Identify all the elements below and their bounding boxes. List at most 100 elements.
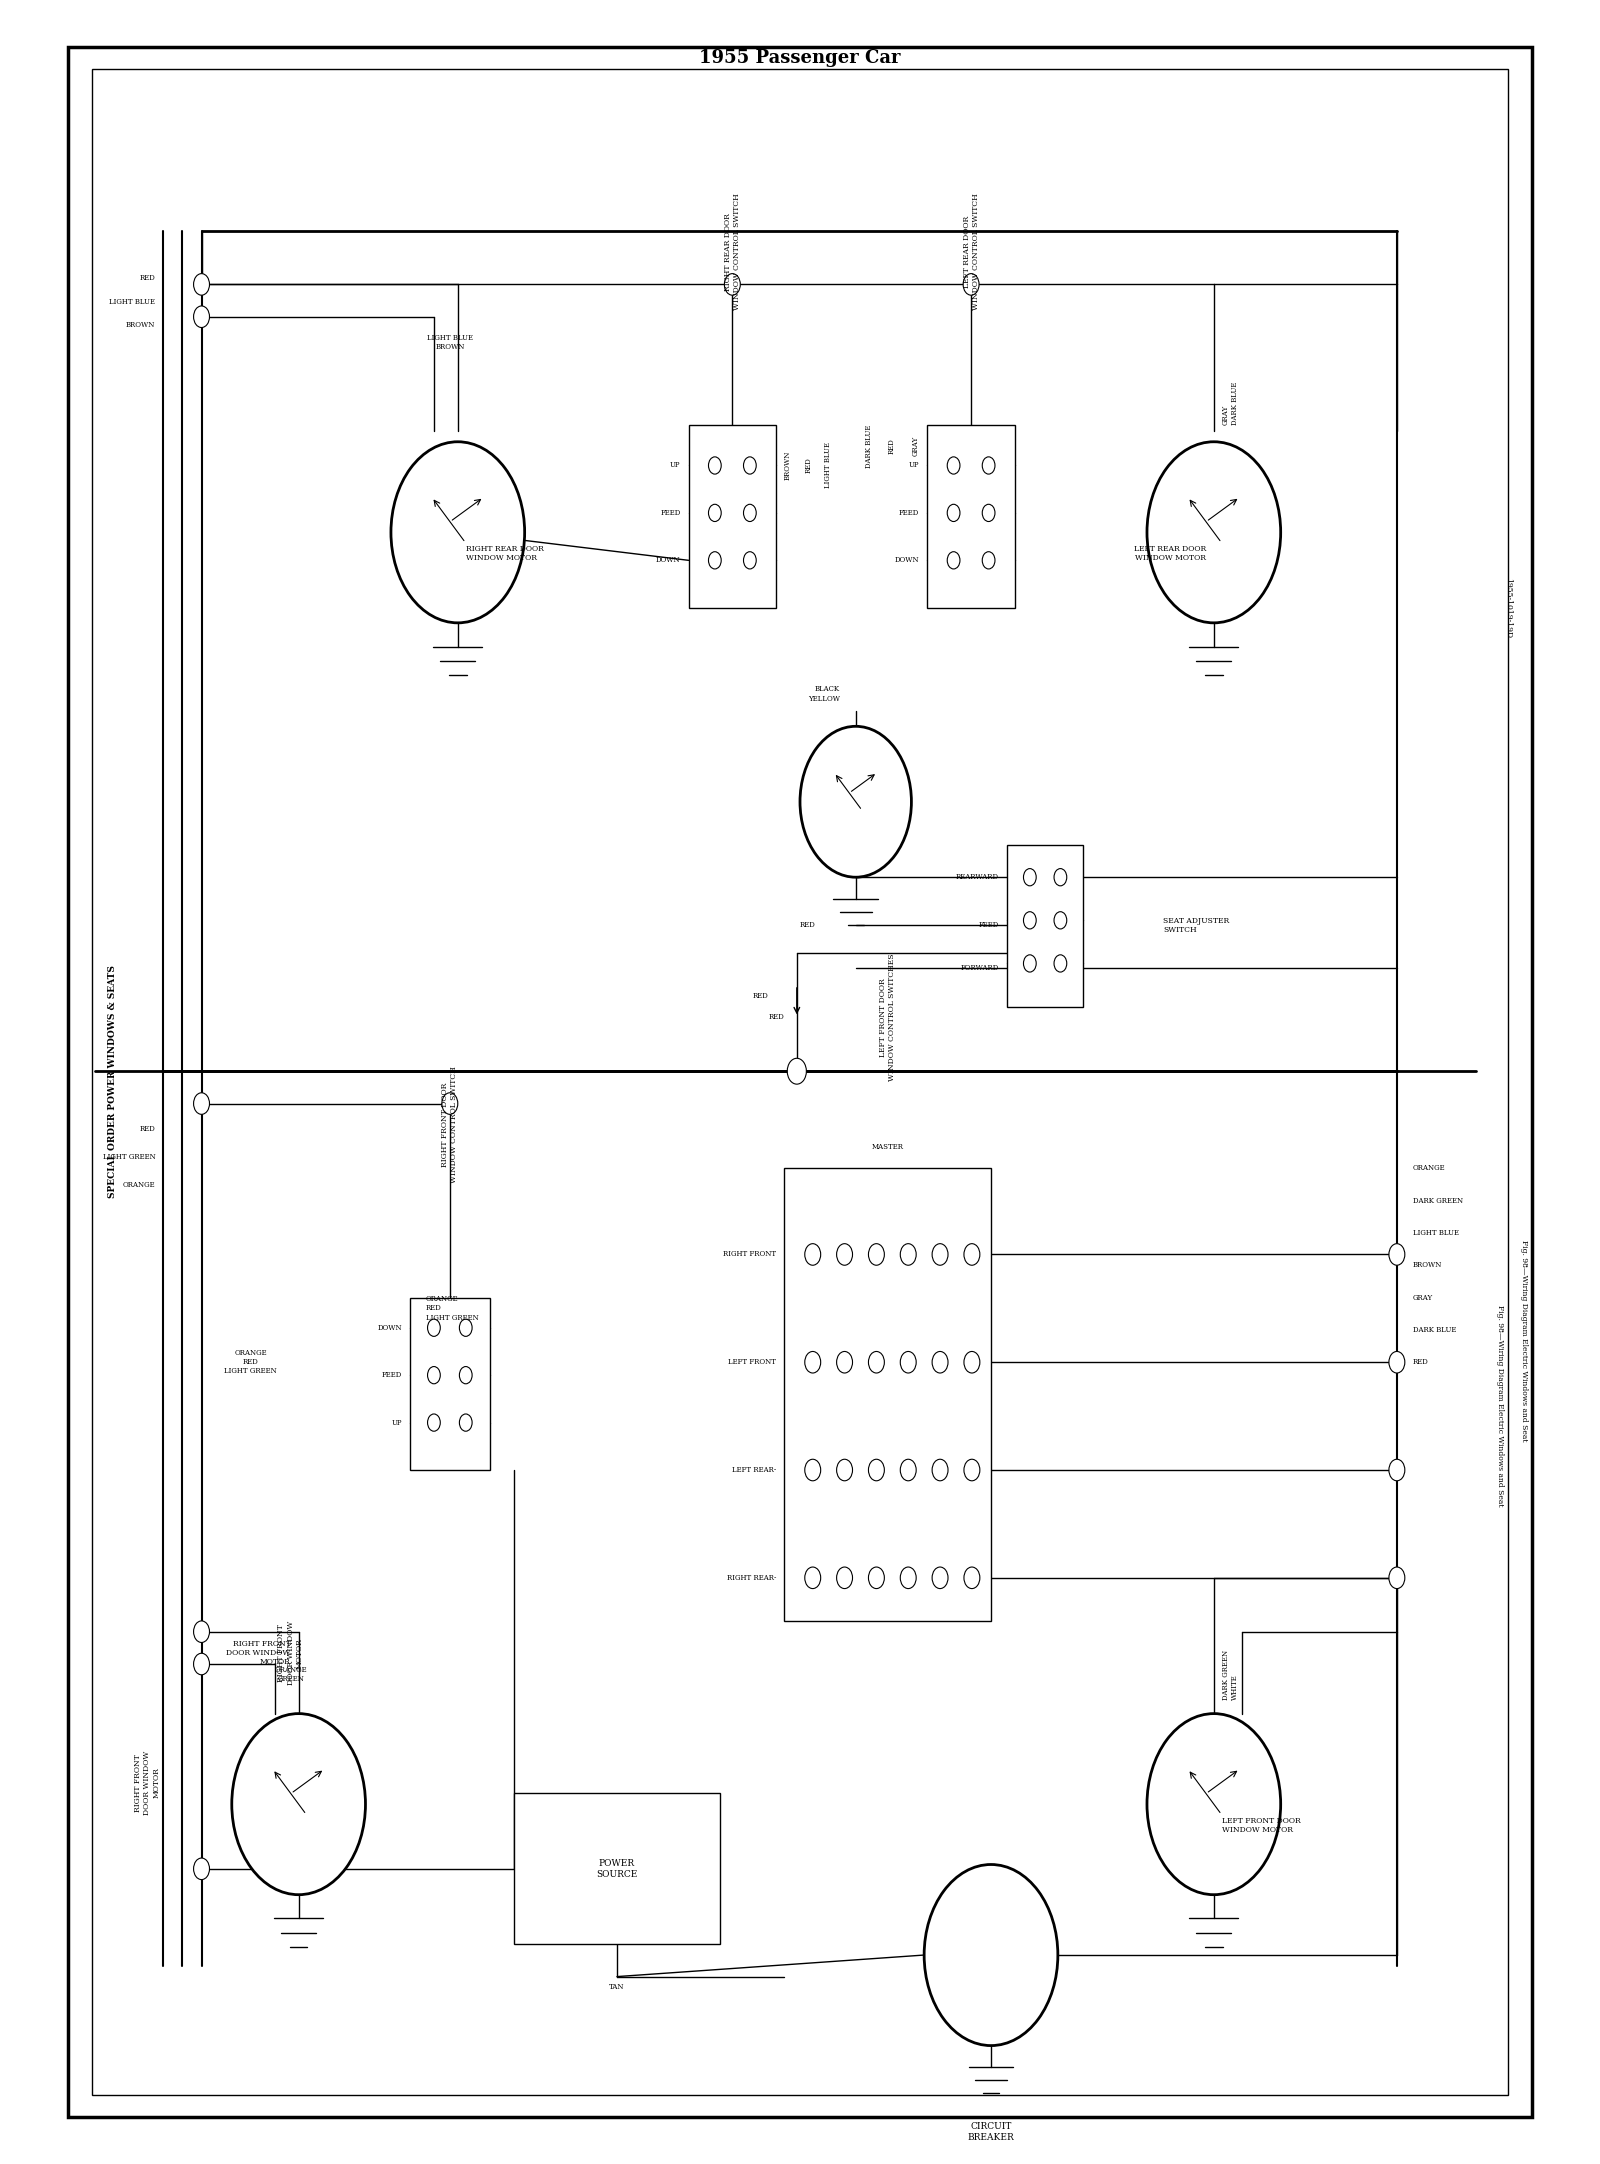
Circle shape <box>194 1621 210 1642</box>
Circle shape <box>194 1859 210 1881</box>
Bar <box>784 1169 990 1621</box>
Circle shape <box>1389 1352 1405 1372</box>
Text: RED: RED <box>768 1013 784 1021</box>
Text: DARK BLUE: DARK BLUE <box>866 424 874 467</box>
Text: BROWN: BROWN <box>126 322 155 329</box>
Circle shape <box>982 552 995 569</box>
Text: MASTER: MASTER <box>872 1143 904 1151</box>
Circle shape <box>963 273 979 294</box>
Text: SEAT ADJUSTER
SWITCH: SEAT ADJUSTER SWITCH <box>1163 918 1229 935</box>
Circle shape <box>947 504 960 522</box>
Circle shape <box>933 1459 949 1480</box>
Circle shape <box>800 727 912 876</box>
Circle shape <box>709 552 722 569</box>
Text: LIGHT BLUE: LIGHT BLUE <box>824 441 832 489</box>
Circle shape <box>1147 441 1280 623</box>
Circle shape <box>194 1093 210 1114</box>
Text: UP: UP <box>670 461 680 470</box>
Text: LEFT FRONT DOOR
WINDOW MOTOR: LEFT FRONT DOOR WINDOW MOTOR <box>1222 1818 1301 1835</box>
Circle shape <box>459 1365 472 1383</box>
Circle shape <box>427 1320 440 1337</box>
Text: RED: RED <box>1413 1359 1429 1365</box>
Circle shape <box>963 1459 979 1480</box>
Circle shape <box>901 1244 917 1266</box>
Text: LEFT REAR DOOR
WINDOW CONTROL SWITCH: LEFT REAR DOOR WINDOW CONTROL SWITCH <box>963 195 979 309</box>
Circle shape <box>1054 954 1067 972</box>
Text: RIGHT FRONT
DOOR WINDOW
MOTOR: RIGHT FRONT DOOR WINDOW MOTOR <box>227 1640 291 1666</box>
Circle shape <box>805 1567 821 1588</box>
Circle shape <box>837 1567 853 1588</box>
Text: SPECIAL ORDER POWER WINDOWS & SEATS: SPECIAL ORDER POWER WINDOWS & SEATS <box>107 965 117 1199</box>
Text: RIGHT REAR DOOR
WINDOW CONTROL SWITCH: RIGHT REAR DOOR WINDOW CONTROL SWITCH <box>723 195 741 309</box>
Circle shape <box>869 1459 885 1480</box>
Text: FORWARD: FORWARD <box>960 963 998 972</box>
Text: BROWN: BROWN <box>1413 1262 1442 1270</box>
Text: REARWARD: REARWARD <box>955 874 998 881</box>
Text: RED: RED <box>139 1125 155 1134</box>
Text: Fig. 98—Wiring Diagram Electric Windows and Seat: Fig. 98—Wiring Diagram Electric Windows … <box>1496 1305 1504 1506</box>
Text: ORANGE
RED
LIGHT GREEN: ORANGE RED LIGHT GREEN <box>224 1348 277 1376</box>
Circle shape <box>869 1352 885 1372</box>
Circle shape <box>787 1058 806 1084</box>
Text: BROWN: BROWN <box>784 450 792 480</box>
Text: ORANGE: ORANGE <box>1413 1164 1445 1173</box>
Text: LIGHT BLUE: LIGHT BLUE <box>1413 1229 1459 1238</box>
Text: GRAY
DARK BLUE: GRAY DARK BLUE <box>1222 381 1238 424</box>
Text: LEFT FRONT: LEFT FRONT <box>728 1359 776 1365</box>
Circle shape <box>947 457 960 474</box>
Text: FEED: FEED <box>661 509 680 517</box>
Text: DOWN: DOWN <box>656 556 680 565</box>
Circle shape <box>744 457 757 474</box>
Circle shape <box>725 273 741 294</box>
Text: UP: UP <box>909 461 920 470</box>
Circle shape <box>925 1865 1058 2045</box>
Text: TAN: TAN <box>610 1984 624 1991</box>
Text: LEFT FRONT DOOR
WINDOW CONTROL SWITCHES: LEFT FRONT DOOR WINDOW CONTROL SWITCHES <box>878 954 896 1082</box>
Circle shape <box>1024 911 1037 928</box>
Text: RED: RED <box>800 920 816 928</box>
Text: LEFT REAR-: LEFT REAR- <box>731 1465 776 1474</box>
Text: LIGHT BLUE
BROWN: LIGHT BLUE BROWN <box>427 333 474 351</box>
Text: DOWN: DOWN <box>894 556 920 565</box>
Bar <box>688 424 776 608</box>
Circle shape <box>1054 911 1067 928</box>
Bar <box>514 1794 720 1943</box>
Circle shape <box>963 1567 979 1588</box>
Text: POWER
SOURCE: POWER SOURCE <box>597 1859 638 1878</box>
Circle shape <box>744 504 757 522</box>
Text: DOWN: DOWN <box>378 1324 402 1331</box>
Circle shape <box>744 552 757 569</box>
Circle shape <box>427 1365 440 1383</box>
Circle shape <box>194 273 210 294</box>
Text: ORANGE: ORANGE <box>123 1182 155 1190</box>
Text: Fig. 98—Wiring Diagram Electric Windows and Seat: Fig. 98—Wiring Diagram Electric Windows … <box>1520 1240 1528 1441</box>
Text: RED: RED <box>888 437 896 454</box>
Circle shape <box>1389 1567 1405 1588</box>
Text: DARK GREEN
WHITE: DARK GREEN WHITE <box>1222 1649 1238 1701</box>
Circle shape <box>805 1244 821 1266</box>
Circle shape <box>933 1567 949 1588</box>
Circle shape <box>982 457 995 474</box>
Circle shape <box>1024 954 1037 972</box>
Circle shape <box>442 1093 458 1114</box>
Circle shape <box>901 1459 917 1480</box>
Text: RED: RED <box>805 457 813 474</box>
Text: LIGHT BLUE: LIGHT BLUE <box>109 299 155 305</box>
Circle shape <box>1024 868 1037 885</box>
Circle shape <box>901 1567 917 1588</box>
Text: FEED: FEED <box>979 920 998 928</box>
Circle shape <box>901 1352 917 1372</box>
Circle shape <box>1389 1459 1405 1480</box>
Circle shape <box>837 1244 853 1266</box>
Text: DARK GREEN: DARK GREEN <box>1413 1197 1462 1205</box>
Circle shape <box>232 1714 365 1896</box>
Circle shape <box>805 1459 821 1480</box>
Circle shape <box>709 457 722 474</box>
Text: BLACK
YELLOW: BLACK YELLOW <box>808 686 840 703</box>
Text: UP: UP <box>392 1420 402 1426</box>
Circle shape <box>837 1352 853 1372</box>
Text: LEFT REAR DOOR
WINDOW MOTOR: LEFT REAR DOOR WINDOW MOTOR <box>1134 545 1206 563</box>
Circle shape <box>805 1352 821 1372</box>
Text: RIGHT REAR-: RIGHT REAR- <box>726 1573 776 1582</box>
Text: DARK BLUE: DARK BLUE <box>1413 1327 1456 1333</box>
